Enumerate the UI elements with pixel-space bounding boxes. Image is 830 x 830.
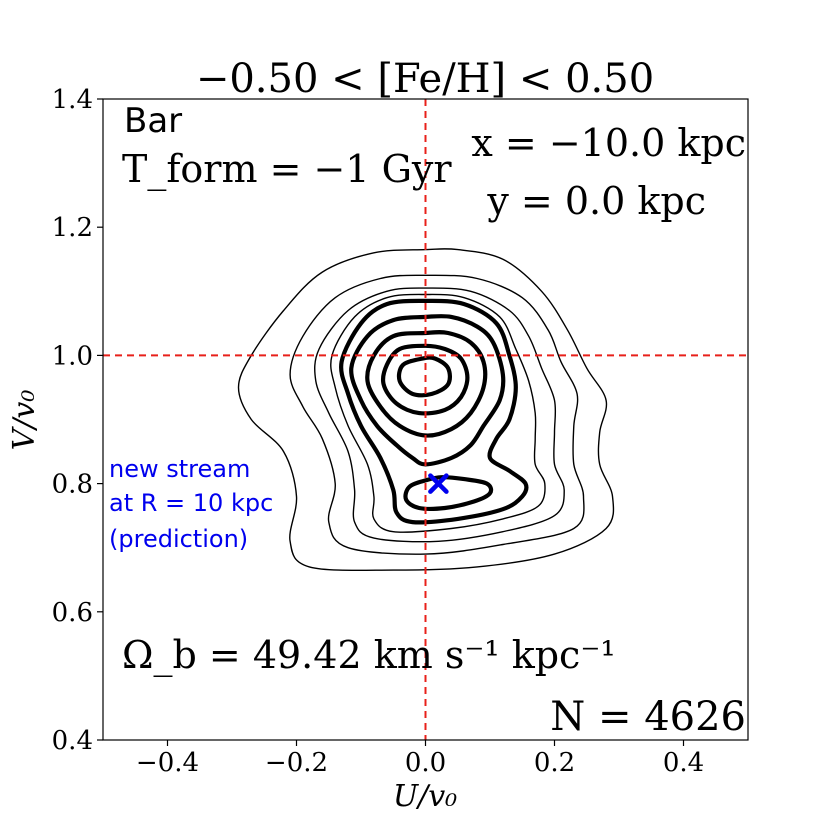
y-tick-label: 1.0 (52, 341, 93, 371)
y-axis-label: V/v₀ (7, 390, 42, 451)
contour-level-8 (380, 343, 470, 416)
star-count-label: N = 4626 (550, 694, 746, 740)
x-axis-label: U/v₀ (393, 779, 457, 814)
y-tick-label: 0.8 (52, 470, 93, 500)
x-tick-label: 0.4 (663, 748, 704, 778)
contour-level-5 (339, 298, 529, 525)
contour-level-9 (396, 355, 452, 398)
y-position-label: y = 0.0 kpc (486, 179, 706, 223)
tform-label: T_form = −1 Gyr (122, 147, 452, 192)
contour-level-7 (365, 330, 488, 438)
prediction-marker (428, 473, 449, 494)
x-position-label: x = −10.0 kpc (471, 121, 746, 165)
reference-lines (103, 99, 748, 740)
model-label: Bar (124, 101, 182, 141)
pattern-speed-label: Ω_b = 49.42 km s⁻¹ kpc⁻¹ (122, 633, 616, 678)
y-tick-label: 0.4 (52, 726, 93, 756)
chart-title: −0.50 < [Fe/H] < 0.50 (196, 56, 654, 102)
contour-level-10 (403, 475, 494, 511)
y-tick-label: 0.6 (52, 598, 93, 628)
prediction-label-line-1: new stream (109, 455, 250, 483)
prediction-label-line-2: at R = 10 kpc (109, 489, 273, 517)
x-tick-label: 0.2 (534, 748, 575, 778)
contour-level-2 (289, 274, 585, 555)
axis-ticks: −0.4 −0.2 0.0 0.2 0.4 0.4 0.6 0.8 1.0 1.2 1.4 (52, 85, 705, 778)
x-tick-label: 0.0 (405, 748, 446, 778)
prediction-label-line-3: (prediction) (109, 525, 248, 553)
y-tick-label: 1.4 (52, 85, 93, 115)
prediction-cross-stroke-2 (428, 473, 449, 494)
contour-level-3 (314, 287, 565, 543)
contour-level-4 (330, 293, 546, 533)
y-tick-label: 1.2 (52, 213, 93, 243)
contour-level-6 (349, 313, 506, 467)
contour-layer (237, 248, 615, 572)
x-tick-label: −0.2 (265, 748, 328, 778)
x-tick-label: −0.4 (136, 748, 199, 778)
